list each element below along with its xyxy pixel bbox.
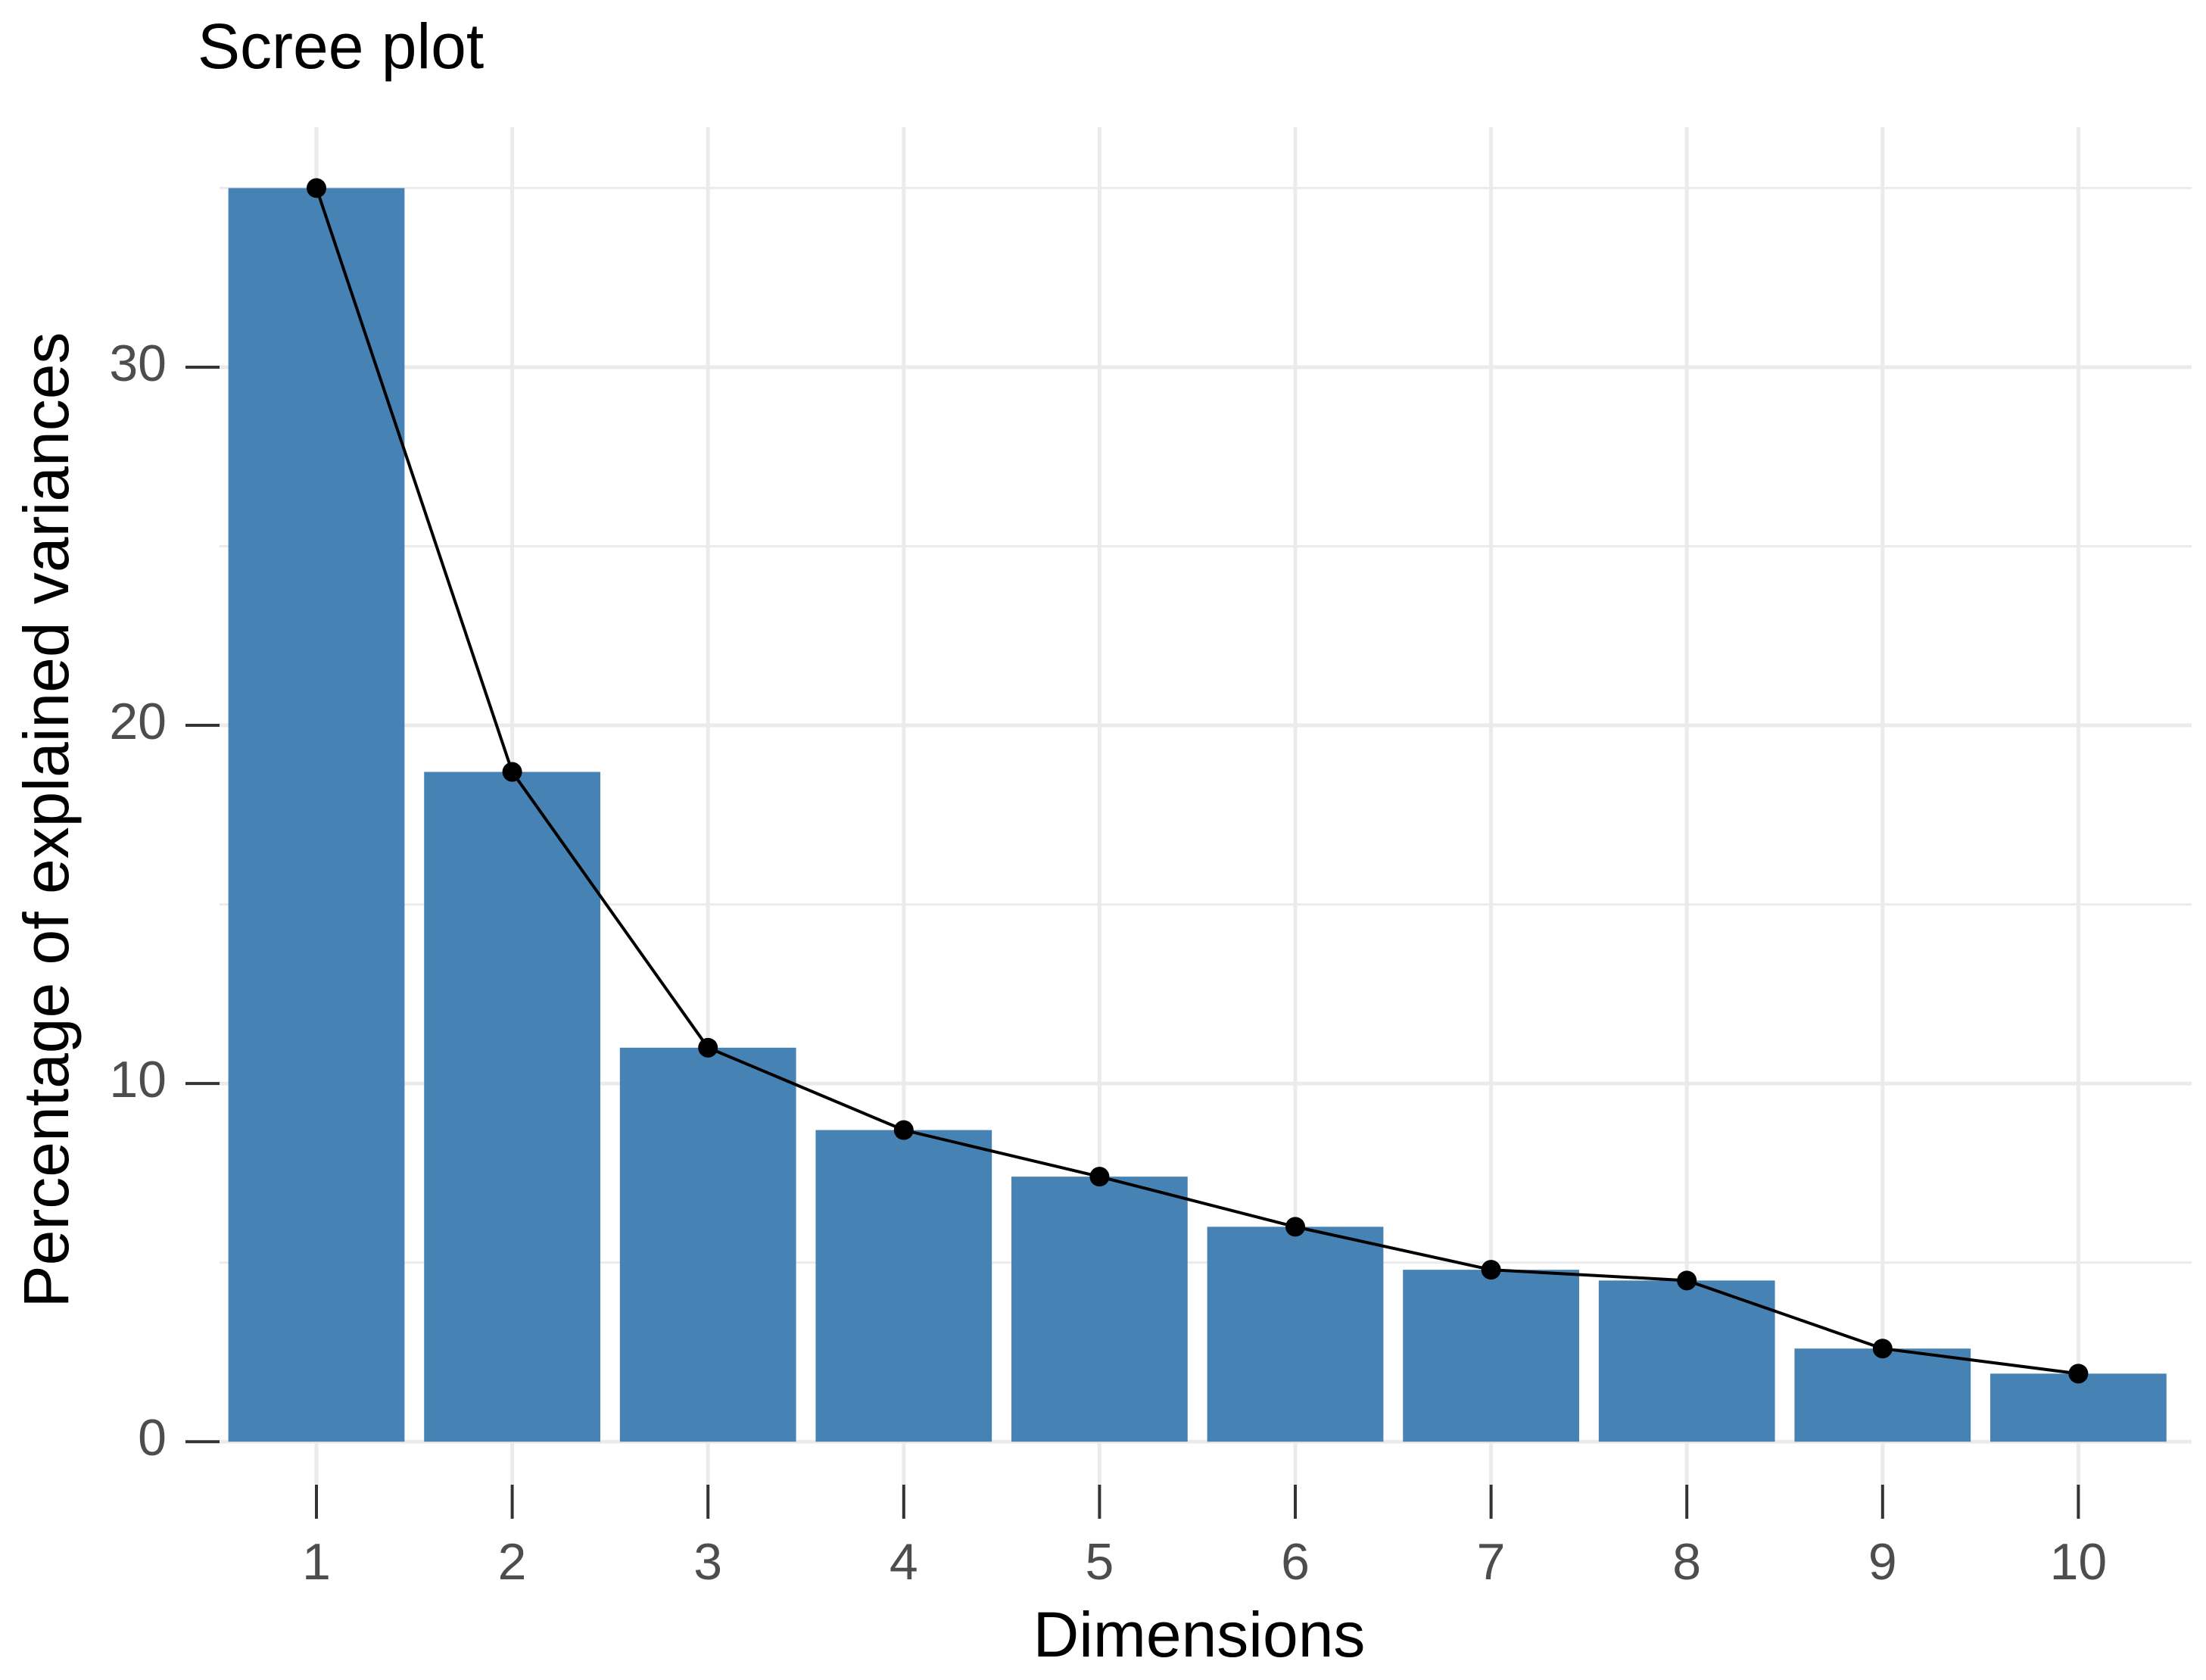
x-axis-title: Dimensions xyxy=(1033,1599,1366,1670)
x-tick-label: 5 xyxy=(1085,1533,1114,1591)
point xyxy=(1872,1339,1893,1359)
point xyxy=(1089,1167,1110,1187)
x-tick-label: 6 xyxy=(1281,1533,1310,1591)
point xyxy=(307,178,326,198)
bar xyxy=(1794,1348,1971,1442)
bar xyxy=(424,771,600,1442)
bar xyxy=(619,1047,796,1442)
point xyxy=(893,1120,914,1140)
bar xyxy=(228,188,405,1442)
x-tick-label: 2 xyxy=(498,1533,527,1591)
x-tick-label: 1 xyxy=(302,1533,331,1591)
trend-line xyxy=(315,187,2079,1376)
bar xyxy=(1598,1280,1775,1442)
x-tick-label: 8 xyxy=(1672,1533,1701,1591)
point xyxy=(2068,1364,2089,1384)
x-tick-label: 4 xyxy=(890,1533,918,1591)
point xyxy=(502,762,522,782)
x-tick-label: 7 xyxy=(1477,1533,1506,1591)
y-tick-label: 0 xyxy=(138,1409,167,1466)
bar xyxy=(1990,1373,2167,1442)
bar xyxy=(815,1130,992,1442)
y-tick-label: 20 xyxy=(109,693,167,750)
y-tick-label: 30 xyxy=(109,335,167,392)
y-tick-label: 10 xyxy=(109,1051,167,1108)
x-tick-label: 10 xyxy=(2050,1533,2108,1591)
chart-title: Scree plot xyxy=(198,11,484,82)
bar xyxy=(1207,1226,1384,1442)
point xyxy=(1481,1260,1501,1280)
bar xyxy=(1011,1177,1188,1442)
x-tick-label: 3 xyxy=(693,1533,722,1591)
y-axis-title: Percentage of explained variances xyxy=(11,332,82,1308)
point xyxy=(698,1037,718,1058)
x-tick-label: 9 xyxy=(1868,1533,1897,1591)
bar xyxy=(1403,1270,1579,1442)
point xyxy=(1285,1217,1305,1237)
point xyxy=(1677,1270,1697,1291)
